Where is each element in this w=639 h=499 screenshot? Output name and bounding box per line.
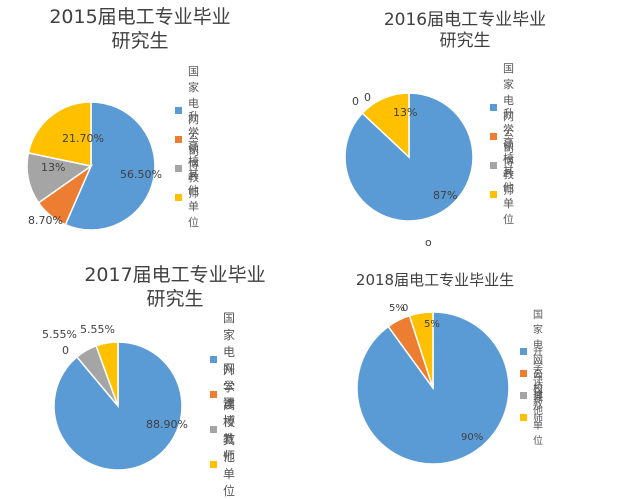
- legend-item: 升学读博: [210, 363, 235, 428]
- legend: 国家电网公司 升学读博 高校教师 其他单位: [520, 310, 543, 447]
- data-label-3: 0: [402, 303, 408, 314]
- chart-title: 2018届电工专业毕业生: [335, 271, 535, 290]
- legend-item: 其他单位: [175, 168, 199, 229]
- data-label-1: 88.90%: [146, 418, 188, 431]
- legend-swatch: [175, 194, 182, 201]
- legend-label: 其他单位: [533, 391, 543, 447]
- legend-swatch: [520, 369, 527, 377]
- chart-title-line2: 研究生: [439, 31, 491, 52]
- legend-swatch: [210, 391, 217, 398]
- chart-title: 2017届电工专业毕业 研究生: [45, 264, 305, 312]
- data-label-4: 5%: [424, 319, 440, 330]
- data-label-4: 5.55%: [80, 323, 115, 336]
- chart-title-line1: 2016届电工专业毕业: [383, 10, 547, 30]
- legend-label: 升学读博: [223, 362, 236, 428]
- legend-swatch: [210, 426, 217, 433]
- legend-label: 其他单位: [223, 432, 236, 498]
- chart-title-line2: 研究生: [111, 29, 169, 52]
- legend-swatch: [175, 165, 182, 172]
- data-label-4: 21.70%: [62, 132, 104, 145]
- legend-label: 国家电网公司: [223, 310, 236, 410]
- chart-title: 2015届电工专业毕业 研究生: [20, 6, 260, 54]
- legend: 国家电网公司 升学读博 高校教师 其他单位: [210, 311, 235, 498]
- legend-item: 国家电网公司: [210, 311, 235, 410]
- data-label-3: 5.55%: [42, 328, 77, 341]
- legend-item: 高校教师: [210, 398, 235, 463]
- legend-item: 其他单位: [490, 165, 514, 226]
- legend-label: 升学读博: [533, 347, 543, 403]
- legend-item: 国家电网公司: [175, 65, 199, 158]
- data-label-3: 13%: [41, 161, 65, 174]
- data-label-1: 56.50%: [120, 168, 162, 181]
- chart-title-line1: 2017届电工专业毕业: [84, 264, 266, 286]
- legend-swatch: [210, 461, 217, 468]
- legend-item: 高校教师: [490, 136, 514, 197]
- legend-item: 国家电网公司: [490, 62, 514, 155]
- pie-slice-4: [95, 341, 119, 407]
- legend-label: 国家电网公司: [188, 64, 199, 158]
- legend-item: 其他单位: [210, 433, 235, 498]
- legend-swatch: [520, 347, 527, 355]
- legend-swatch: [520, 391, 527, 399]
- data-label-4: 13%: [393, 106, 417, 119]
- legend-label: 高校教师: [188, 138, 199, 200]
- legend-swatch: [210, 356, 217, 363]
- legend-label: 高校教师: [533, 369, 543, 425]
- legend-swatch: [490, 191, 497, 198]
- chart-title-line1: 2015届电工专业毕业: [49, 6, 231, 28]
- chart-title-line2: 研究生: [146, 287, 204, 310]
- pie-slice-4: [408, 311, 434, 389]
- legend-item: 高校教师: [520, 369, 543, 425]
- stray-mark: o: [425, 236, 432, 249]
- legend-swatch: [520, 413, 527, 421]
- chart-title: 2016届电工专业毕业 研究生: [345, 10, 585, 53]
- legend-item: 升学读博: [490, 107, 514, 168]
- data-label-2: 0: [352, 95, 359, 108]
- legend-swatch: [490, 162, 497, 169]
- data-label-1: 87%: [433, 189, 457, 202]
- pie-slice-4: [27, 101, 92, 167]
- legend-label: 国家电网公司: [533, 310, 543, 396]
- legend-label: 高校教师: [503, 135, 514, 197]
- legend-item: 其他单位: [520, 391, 543, 447]
- legend-item: 国家电网公司: [520, 310, 543, 396]
- legend-label: 升学读博: [188, 109, 199, 171]
- legend-item: 高校教师: [175, 139, 199, 200]
- legend-label: 升学读博: [503, 106, 514, 168]
- chart-title-line1: 2018届电工专业毕业生: [355, 271, 515, 289]
- legend-swatch: [175, 136, 182, 143]
- legend-label: 高校教师: [223, 397, 236, 463]
- data-label-1: 90%: [461, 432, 483, 443]
- legend: 国家电网公司 升学读博 高校教师 其他单位: [175, 65, 199, 229]
- legend-label: 其他单位: [188, 167, 199, 229]
- legend-swatch: [490, 133, 497, 140]
- legend-item: 升学读博: [520, 347, 543, 403]
- legend-swatch: [175, 107, 182, 114]
- data-label-3: 0: [364, 91, 371, 104]
- pie-slice-4: [361, 92, 410, 159]
- legend: 国家电网公司 升学读博 高校教师 其他单位: [490, 62, 514, 226]
- legend-item: 升学读博: [175, 110, 199, 171]
- pie-slice-1: [64, 101, 156, 231]
- data-label-2: 8.70%: [28, 214, 63, 227]
- data-label-2: 0: [62, 344, 69, 357]
- data-label-2: 5%: [389, 303, 405, 314]
- legend-label: 国家电网公司: [503, 61, 514, 155]
- legend-label: 其他单位: [503, 164, 514, 226]
- legend-swatch: [490, 104, 497, 111]
